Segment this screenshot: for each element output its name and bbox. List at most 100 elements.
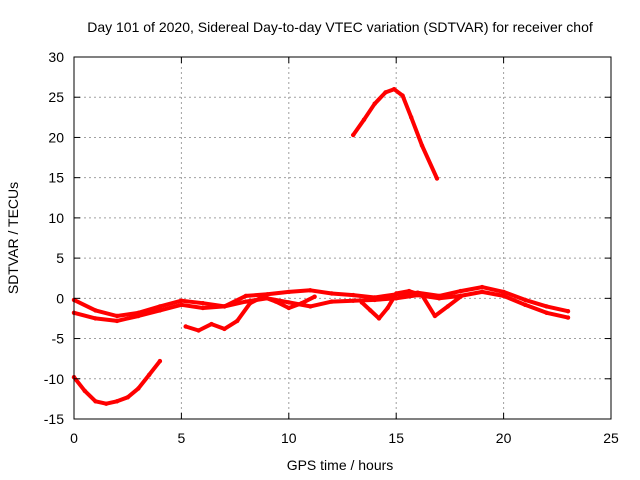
data-point-satellite-arc-3 bbox=[522, 297, 528, 303]
data-point-satellite-arc-4 bbox=[479, 289, 485, 295]
data-point-satellite-arc-3 bbox=[329, 291, 334, 296]
data-point-satellite-arc-3 bbox=[501, 289, 506, 295]
x-tick-label: 5 bbox=[178, 430, 186, 446]
x-tick-label: 15 bbox=[388, 430, 404, 446]
data-point-satellite-arc-1 bbox=[125, 395, 130, 400]
data-point-satellite-arc-1 bbox=[93, 399, 98, 404]
y-tick-label: -15 bbox=[44, 411, 64, 427]
data-point-satellite-arc-4 bbox=[501, 293, 506, 299]
data-point-satellite-arc-5 bbox=[312, 294, 317, 299]
y-tick-label: -10 bbox=[44, 371, 64, 387]
data-point-satellite-arc-4 bbox=[437, 296, 442, 301]
data-point-satellite-arc-3 bbox=[200, 301, 206, 306]
data-point-satellite-arc-6 bbox=[458, 294, 463, 299]
data-point-satellite-arc-3 bbox=[243, 293, 248, 299]
data-point-satellite-arc-5 bbox=[222, 326, 227, 332]
data-point-satellite-arc-3 bbox=[93, 308, 98, 313]
data-point-satellite-arc-6 bbox=[359, 300, 364, 305]
series-line-satellite-arc-3 bbox=[72, 285, 570, 318]
data-point-satellite-arc-3 bbox=[308, 288, 313, 293]
series-line-satellite-arc-2 bbox=[351, 87, 439, 181]
tick-labels: 0 5 10 15 20 25 -15 -10 -5 0 5 10 15 20 25 30 bbox=[44, 49, 619, 446]
data-point-satellite-arc-4 bbox=[372, 297, 377, 303]
chart-title: Day 101 of 2020, Sidereal Day-to-day VTE… bbox=[87, 19, 593, 35]
data-point-satellite-arc-4 bbox=[522, 302, 528, 307]
data-point-satellite-arc-4 bbox=[179, 302, 184, 307]
data-point-satellite-arc-3 bbox=[351, 292, 356, 298]
data-point-satellite-arc-4 bbox=[565, 315, 571, 320]
y-tick-label: 25 bbox=[48, 89, 64, 105]
data-point-satellite-arc-2 bbox=[383, 90, 388, 95]
data-point-satellite-arc-4 bbox=[93, 316, 98, 321]
data-point-satellite-arc-6 bbox=[385, 305, 390, 311]
data-point-satellite-arc-1 bbox=[157, 358, 163, 364]
series-line-satellite-arc-1 bbox=[72, 359, 162, 406]
y-tick-label: -5 bbox=[52, 331, 65, 347]
data-point-satellite-arc-4 bbox=[200, 305, 206, 311]
y-tick-label: 10 bbox=[48, 210, 64, 226]
data-point-satellite-arc-4 bbox=[544, 310, 549, 315]
data-point-satellite-arc-3 bbox=[458, 288, 463, 294]
data-point-satellite-arc-2 bbox=[409, 115, 414, 120]
data-point-satellite-arc-4 bbox=[157, 308, 163, 313]
x-tick-label: 25 bbox=[603, 430, 619, 446]
data-point-satellite-arc-4 bbox=[222, 304, 227, 309]
series-lines bbox=[71, 87, 571, 406]
data-point-satellite-arc-4 bbox=[329, 299, 334, 304]
x-axis-label: GPS time / hours bbox=[287, 457, 394, 473]
plot-frame bbox=[73, 56, 612, 420]
y-tick-label: 0 bbox=[56, 290, 64, 306]
data-point-satellite-arc-5 bbox=[209, 321, 214, 327]
data-point-satellite-arc-3 bbox=[179, 298, 184, 303]
y-axis-label: SDTVAR / TECUs bbox=[5, 182, 21, 294]
data-point-satellite-arc-2 bbox=[361, 117, 367, 122]
x-tick-label: 0 bbox=[70, 430, 78, 446]
data-point-satellite-arc-5 bbox=[299, 301, 304, 306]
y-tick-label: 5 bbox=[56, 250, 64, 266]
data-point-satellite-arc-5 bbox=[273, 299, 279, 304]
series-line-satellite-arc-4 bbox=[72, 289, 570, 323]
data-point-satellite-arc-5 bbox=[247, 301, 253, 306]
y-tick-label: 30 bbox=[48, 49, 64, 65]
data-point-satellite-arc-6 bbox=[406, 288, 412, 294]
data-point-satellite-arc-6 bbox=[376, 316, 382, 321]
data-point-satellite-arc-4 bbox=[308, 304, 313, 309]
data-point-satellite-arc-4 bbox=[136, 313, 141, 319]
data-point-satellite-arc-1 bbox=[147, 372, 152, 377]
data-point-satellite-arc-3 bbox=[544, 304, 549, 309]
data-point-satellite-arc-1 bbox=[114, 399, 120, 404]
x-tick-label: 20 bbox=[496, 430, 512, 446]
data-point-satellite-arc-3 bbox=[286, 289, 291, 295]
y-tick-label: 15 bbox=[48, 170, 64, 186]
series-line-satellite-arc-6 bbox=[359, 289, 463, 321]
y-tick-label: 20 bbox=[48, 129, 64, 145]
data-point-satellite-arc-2 bbox=[351, 132, 356, 138]
data-point-satellite-arc-6 bbox=[445, 304, 450, 309]
data-point-satellite-arc-4 bbox=[114, 318, 120, 324]
data-point-satellite-arc-2 bbox=[400, 93, 405, 98]
data-point-satellite-arc-3 bbox=[479, 284, 485, 290]
data-point-satellite-arc-2 bbox=[434, 176, 440, 181]
data-point-satellite-arc-4 bbox=[243, 299, 248, 304]
data-point-satellite-arc-1 bbox=[104, 401, 109, 406]
data-point-satellite-arc-5 bbox=[183, 324, 188, 329]
data-point-satellite-arc-2 bbox=[419, 143, 425, 148]
data-point-satellite-arc-6 bbox=[394, 291, 399, 296]
data-point-satellite-arc-5 bbox=[196, 328, 201, 333]
data-point-satellite-arc-2 bbox=[372, 101, 377, 106]
data-point-satellite-arc-3 bbox=[565, 309, 571, 314]
data-point-satellite-arc-6 bbox=[368, 308, 373, 313]
data-point-satellite-arc-3 bbox=[265, 292, 270, 297]
data-point-satellite-arc-1 bbox=[82, 388, 87, 393]
data-point-satellite-arc-4 bbox=[286, 300, 291, 305]
data-point-satellite-arc-3 bbox=[157, 304, 163, 309]
axis-ticks bbox=[73, 56, 612, 420]
data-point-satellite-arc-5 bbox=[235, 318, 240, 324]
data-point-satellite-arc-4 bbox=[351, 298, 356, 303]
data-point-satellite-arc-3 bbox=[114, 313, 120, 319]
data-point-satellite-arc-5 bbox=[286, 305, 291, 311]
data-point-satellite-arc-6 bbox=[419, 292, 425, 298]
data-point-satellite-arc-1 bbox=[136, 386, 141, 391]
x-tick-label: 10 bbox=[281, 430, 297, 446]
